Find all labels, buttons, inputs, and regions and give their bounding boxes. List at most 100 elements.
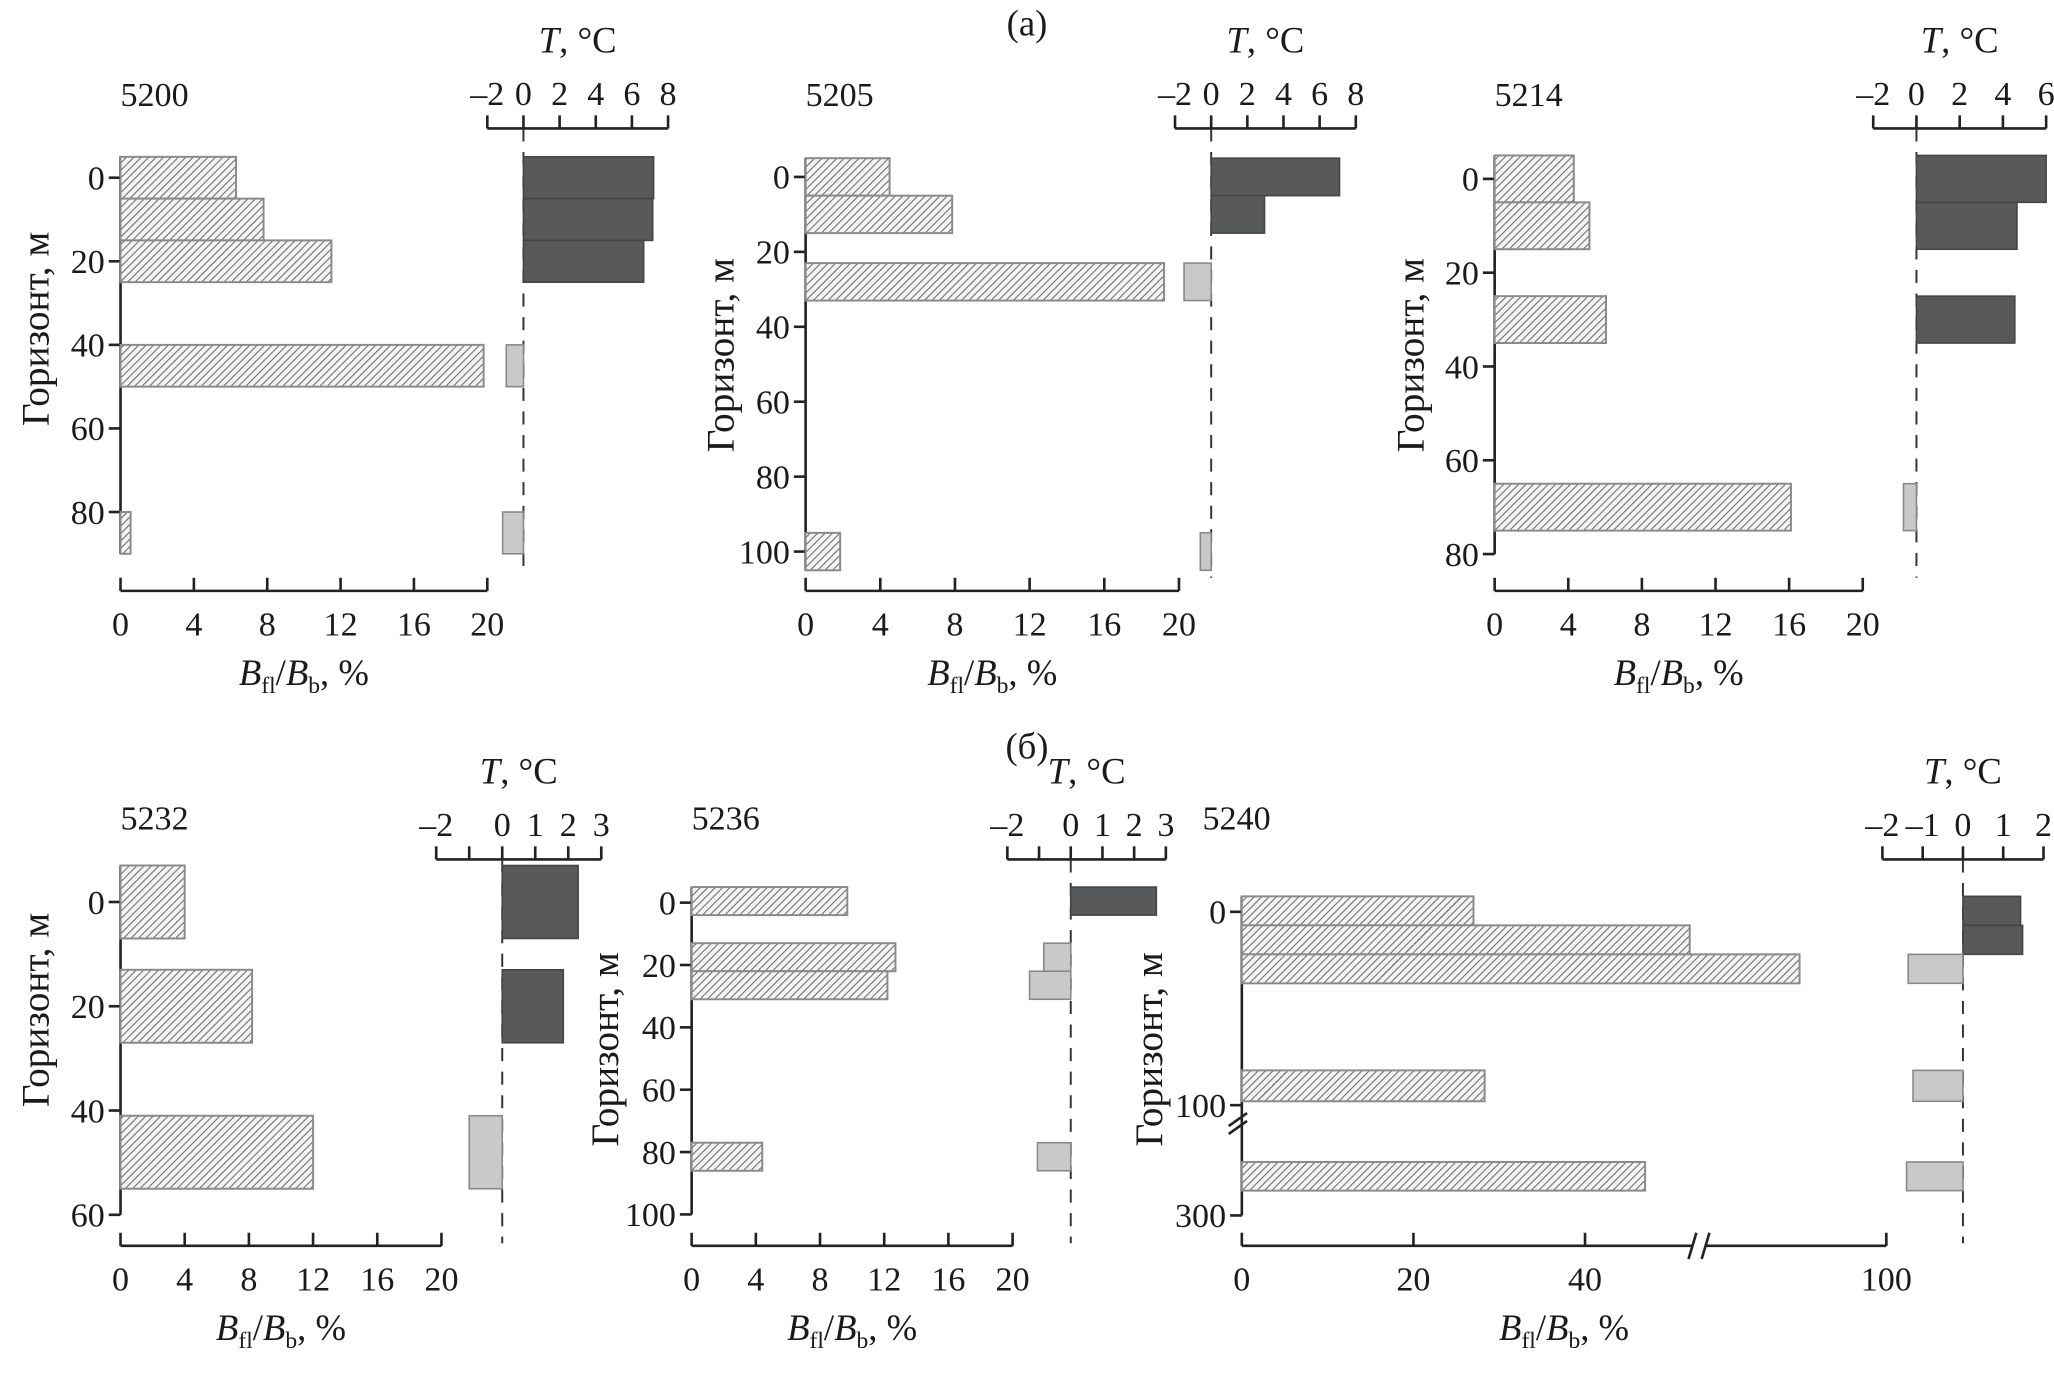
x-label-part: B [974,652,996,693]
ratio-tick-label: 8 [946,606,963,643]
depth-axis-break-mark [1227,1119,1248,1136]
ratio-tick-label: 20 [1846,606,1880,643]
ratio-tick-label: 40 [1568,1261,1602,1298]
ratio-bar [804,531,842,572]
depth-tick-label: 80 [71,495,105,532]
temp-label-var: T [480,750,503,791]
temp-tick-label: 3 [1157,807,1174,844]
ratio-bar [804,194,954,235]
y-axis-label: Горизонт, м [14,232,57,426]
ratio-bar [1493,482,1792,532]
station-label: 5236 [692,800,760,837]
ratio-bar [1240,895,1475,927]
temp-tick-label: –2 [1855,76,1890,113]
ratio-tick-label: 4 [872,606,889,643]
temp-tick-label: 2 [1951,76,1968,113]
ratio-bar [1240,1069,1486,1103]
depth-tick-label: 60 [1445,443,1479,480]
temp-tick-label: –2 [1864,807,1899,844]
ratio-bar [1493,201,1591,251]
depth-tick-label: 20 [642,948,676,985]
x-label-part: , % [297,1307,346,1348]
temp-tick-label: 2 [1239,76,1256,113]
x-label-part: B [239,652,261,693]
depth-tick-label: 0 [1209,895,1226,932]
x-label-part: B [787,1307,809,1348]
station-label: 5205 [806,77,874,114]
x-label-subscript: fl [261,673,276,699]
depth-tick-label: 20 [1445,255,1479,292]
depth-tick-label: 60 [71,1198,105,1235]
ratio-tick-label: 20 [424,1261,458,1298]
x-label-part: B [927,652,949,693]
temperature-bar [1907,953,1964,985]
temp-tick-label: 3 [593,807,610,844]
depth-tick-label: 20 [756,235,790,272]
ratio-tick-label: 16 [397,606,431,643]
temp-label-unit: , °C [1944,750,2001,791]
depth-tick-label: 80 [1445,537,1479,574]
temp-axis-label: T, °C [1921,19,1999,60]
temp-label-var: T [1921,19,1944,60]
x-label-part: B [216,1307,238,1348]
depth-tick-label: 100 [739,534,790,571]
depth-tick-label: 60 [642,1072,676,1109]
temperature-bar [522,197,654,242]
x-label-subscript: fl [950,673,965,699]
x-label-part: / [253,1307,264,1348]
x-label-subscript: b [1683,673,1695,699]
temp-label-unit: , °C [1941,19,1998,60]
temp-tick-label: –2 [1157,76,1192,113]
x-axis-label: Bfl/Bb, % [787,1307,917,1354]
x-label-part: / [964,652,975,693]
x-label-subscript: fl [238,1328,253,1354]
temp-tick-label: 8 [1347,76,1364,113]
depth-tick-label: 80 [756,459,790,496]
ratio-tick-label: 16 [360,1261,394,1298]
depth-tick-label: 80 [642,1135,676,1172]
temperature-bar [501,864,579,940]
ratio-bar [690,1141,764,1172]
depth-axis-break-mark [1227,1111,1248,1128]
x-label-part: B [1499,1307,1521,1348]
ratio-bar [1493,295,1607,345]
x-label-subscript: b [285,1328,297,1354]
temp-tick-label: 2 [1126,807,1143,844]
depth-tick-label: 100 [1175,1088,1226,1125]
temperature-bar [1915,201,2018,251]
x-label-part: / [1536,1307,1547,1348]
temp-tick-label: –1 [1905,807,1940,844]
ratio-bar [690,970,889,1001]
temperature-bar [505,344,525,388]
temperature-bar [468,1114,504,1190]
temp-label-unit: , °C [559,19,616,60]
ratio-bar [804,157,891,197]
station-label: 5232 [121,800,189,837]
temperature-bar [1962,895,2022,927]
ratio-tick-label: 0 [112,1261,129,1298]
x-axis-label: Bfl/Bb, % [239,652,369,699]
temp-axis-label: T, °C [480,750,558,791]
depth-tick-label: 100 [625,1197,676,1234]
ratio-tick-label: 20 [1396,1261,1430,1298]
station-label: 5200 [121,77,189,114]
temperature-bar [1183,262,1212,302]
x-label-part: , % [1008,652,1057,693]
ratio-tick-label: 8 [259,606,276,643]
x-label-part: , % [868,1307,917,1348]
ratio-tick-label: 0 [797,606,814,643]
temp-axis-label: T, °C [1226,19,1304,60]
ratio-tick-label: 8 [812,1261,829,1298]
x-label-part: , % [320,652,369,693]
x-label-subscript: b [997,673,1009,699]
ratio-tick-label: 0 [1233,1261,1250,1298]
depth-tick-label: 60 [71,411,105,448]
temperature-bar [501,511,525,555]
ratio-bar [1240,953,1801,985]
depth-tick-label: 40 [71,1093,105,1130]
